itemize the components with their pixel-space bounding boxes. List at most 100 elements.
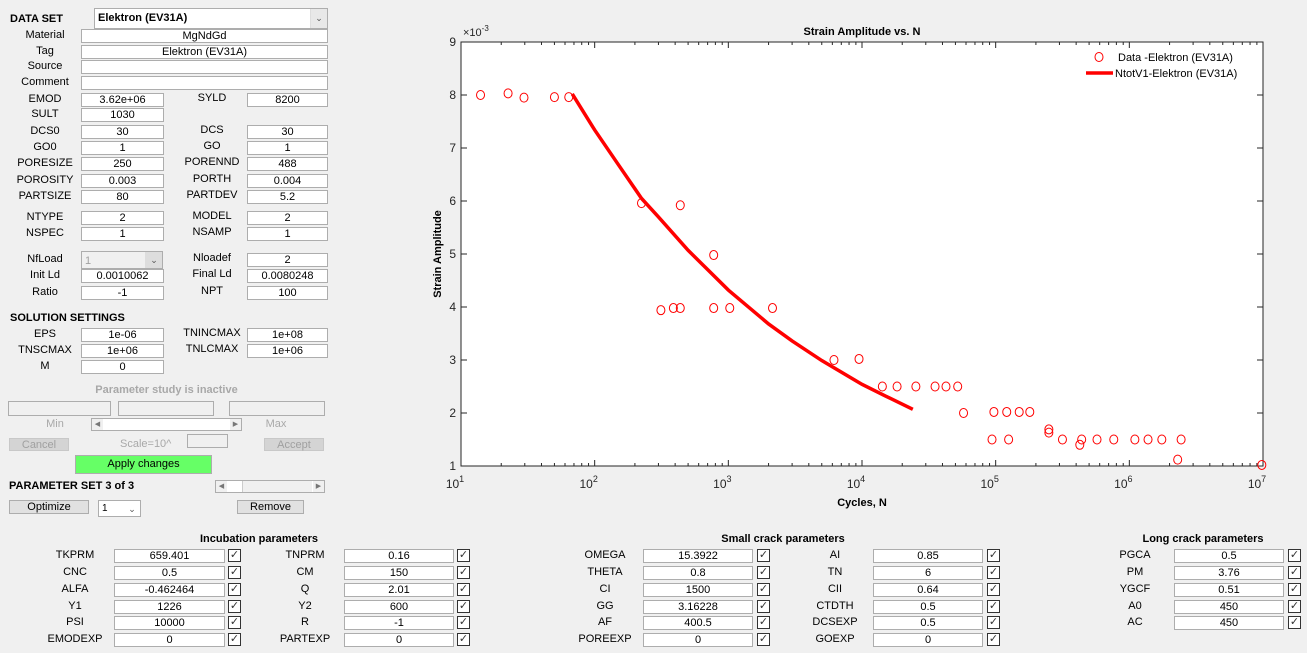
param-study-max-input[interactable]: [229, 401, 325, 416]
param-checkbox[interactable]: ✓: [228, 600, 241, 613]
field-input-dcs[interactable]: 30: [247, 125, 328, 139]
optimize-select[interactable]: 1 ⌄: [98, 500, 141, 517]
field-input-m[interactable]: 0: [81, 360, 164, 374]
param-input-psi[interactable]: 10000: [114, 616, 225, 630]
field-input-tnscmax[interactable]: 1e+06: [81, 344, 164, 358]
field-input-tag[interactable]: Elektron (EV31A): [81, 45, 328, 59]
field-input-ntype[interactable]: 2: [81, 211, 164, 225]
remove-button[interactable]: Remove: [237, 500, 304, 514]
param-input-a0[interactable]: 450: [1174, 600, 1284, 614]
param-study-slider[interactable]: ◀ ▶: [91, 418, 242, 431]
field-input-eps[interactable]: 1e-06: [81, 328, 164, 342]
param-checkbox[interactable]: ✓: [757, 616, 770, 629]
param-study-value-input[interactable]: [118, 401, 214, 416]
slider-track[interactable]: [243, 481, 312, 492]
slider-thumb[interactable]: [229, 481, 243, 492]
field-input-ratio[interactable]: -1: [81, 286, 164, 300]
param-input-ygcf[interactable]: 0.51: [1174, 583, 1284, 597]
field-input-source[interactable]: [81, 60, 328, 74]
param-input-omega[interactable]: 15.3922: [643, 549, 753, 563]
param-study-min-input[interactable]: [8, 401, 111, 416]
field-input-tnlcmax[interactable]: 1e+06: [247, 344, 328, 358]
field-input-final ld[interactable]: 0.0080248: [247, 269, 328, 283]
param-checkbox[interactable]: ✓: [457, 600, 470, 613]
param-input-af[interactable]: 400.5: [643, 616, 753, 630]
scale-input[interactable]: [187, 434, 228, 448]
param-input-cii[interactable]: 0.64: [873, 583, 983, 597]
arrow-left-icon[interactable]: ◀: [92, 419, 103, 430]
param-input-q[interactable]: 2.01: [344, 583, 454, 597]
field-input-poresize[interactable]: 250: [81, 157, 164, 171]
param-input-cm[interactable]: 150: [344, 566, 454, 580]
param-checkbox[interactable]: ✓: [457, 633, 470, 646]
field-input-syld[interactable]: 8200: [247, 93, 328, 107]
param-input-ai[interactable]: 0.85: [873, 549, 983, 563]
param-checkbox[interactable]: ✓: [1288, 549, 1301, 562]
field-input-init ld[interactable]: 0.0010062: [81, 269, 164, 283]
nfload-dropdown[interactable]: 1 ⌄: [81, 251, 163, 269]
param-checkbox[interactable]: ✓: [757, 583, 770, 596]
param-input-tnprm[interactable]: 0.16: [344, 549, 454, 563]
param-input-cnc[interactable]: 0.5: [114, 566, 225, 580]
param-checkbox[interactable]: ✓: [228, 616, 241, 629]
param-input-theta[interactable]: 0.8: [643, 566, 753, 580]
param-checkbox[interactable]: ✓: [228, 633, 241, 646]
param-checkbox[interactable]: ✓: [757, 633, 770, 646]
optimize-button[interactable]: Optimize: [9, 500, 89, 514]
param-checkbox[interactable]: ✓: [1288, 616, 1301, 629]
param-input-y1[interactable]: 1226: [114, 600, 225, 614]
param-checkbox[interactable]: ✓: [1288, 600, 1301, 613]
field-input-nspec[interactable]: 1: [81, 227, 164, 241]
param-input-ci[interactable]: 1500: [643, 583, 753, 597]
param-input-dcsexp[interactable]: 0.5: [873, 616, 983, 630]
param-input-goexp[interactable]: 0: [873, 633, 983, 647]
param-checkbox[interactable]: ✓: [987, 616, 1000, 629]
param-checkbox[interactable]: ✓: [757, 566, 770, 579]
param-input-gg[interactable]: 3.16228: [643, 600, 753, 614]
param-input-r[interactable]: -1: [344, 616, 454, 630]
field-input-tnincmax[interactable]: 1e+08: [247, 328, 328, 342]
param-input-ctdth[interactable]: 0.5: [873, 600, 983, 614]
accept-button[interactable]: Accept: [264, 438, 324, 451]
param-checkbox[interactable]: ✓: [987, 583, 1000, 596]
field-input-comment[interactable]: [81, 76, 328, 90]
field-input-partdev[interactable]: 5.2: [247, 190, 328, 204]
param-checkbox[interactable]: ✓: [457, 616, 470, 629]
field-input-emod[interactable]: 3.62e+06: [81, 93, 164, 107]
param-input-ac[interactable]: 450: [1174, 616, 1284, 630]
field-input-porth[interactable]: 0.004: [247, 174, 328, 188]
field-input-material[interactable]: MgNdGd: [81, 29, 328, 43]
param-input-emodexp[interactable]: 0: [114, 633, 225, 647]
param-checkbox[interactable]: ✓: [757, 549, 770, 562]
param-checkbox[interactable]: ✓: [987, 600, 1000, 613]
parameter-set-slider[interactable]: ◀ ▶: [215, 480, 325, 493]
param-checkbox[interactable]: ✓: [1288, 566, 1301, 579]
param-input-partexp[interactable]: 0: [344, 633, 454, 647]
param-input-alfa[interactable]: -0.462464: [114, 583, 225, 597]
param-input-y2[interactable]: 600: [344, 600, 454, 614]
field-input-partsize[interactable]: 80: [81, 190, 164, 204]
param-checkbox[interactable]: ✓: [457, 566, 470, 579]
param-input-poreexp[interactable]: 0: [643, 633, 753, 647]
field-input-porosity[interactable]: 0.003: [81, 174, 164, 188]
field-input-porennd[interactable]: 488: [247, 157, 328, 171]
param-checkbox[interactable]: ✓: [1288, 583, 1301, 596]
field-input-model[interactable]: 2: [247, 211, 328, 225]
field-input-go0[interactable]: 1: [81, 141, 164, 155]
arrow-right-icon[interactable]: ▶: [230, 419, 241, 430]
field-input-sult[interactable]: 1030: [81, 108, 164, 122]
param-checkbox[interactable]: ✓: [228, 549, 241, 562]
dataset-dropdown[interactable]: Elektron (EV31A) ⌄: [94, 8, 328, 29]
param-checkbox[interactable]: ✓: [987, 549, 1000, 562]
field-input-npt[interactable]: 100: [247, 286, 328, 300]
param-input-pm[interactable]: 3.76: [1174, 566, 1284, 580]
cancel-button[interactable]: Cancel: [9, 438, 69, 451]
param-input-tkprm[interactable]: 659.401: [114, 549, 225, 563]
arrow-left-icon[interactable]: ◀: [216, 481, 227, 492]
field-input-nsamp[interactable]: 1: [247, 227, 328, 241]
param-checkbox[interactable]: ✓: [228, 583, 241, 596]
slider-thumb[interactable]: [107, 419, 226, 430]
field-input-dcs0[interactable]: 30: [81, 125, 164, 139]
param-checkbox[interactable]: ✓: [987, 566, 1000, 579]
param-input-pgca[interactable]: 0.5: [1174, 549, 1284, 563]
